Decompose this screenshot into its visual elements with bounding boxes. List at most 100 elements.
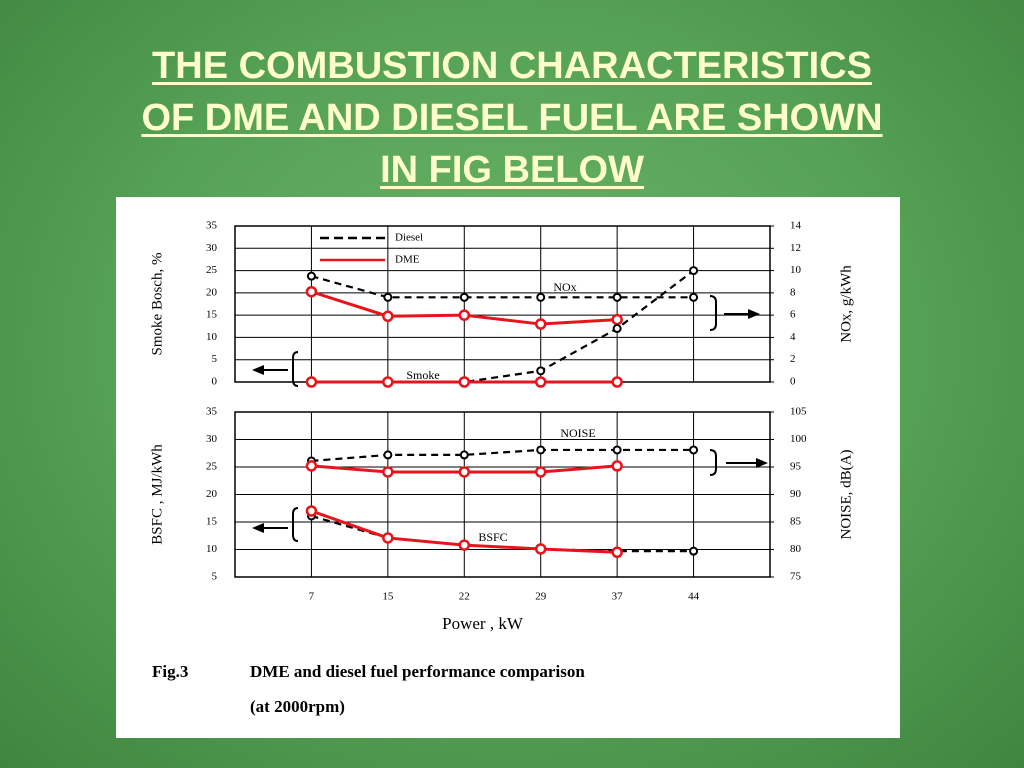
data-point xyxy=(459,292,469,302)
data-point xyxy=(458,376,471,388)
y2-tick-label: 2 xyxy=(790,353,796,365)
y2-tick-label: 10 xyxy=(790,264,802,276)
data-point xyxy=(536,366,546,376)
y2-tick-label: 6 xyxy=(790,309,796,321)
data-point xyxy=(458,466,471,478)
data-point xyxy=(305,376,318,388)
title-line: OF DME AND DIESEL FUEL ARE SHOWN xyxy=(141,97,883,139)
data-point xyxy=(305,285,318,298)
title-line: THE COMBUSTION CHARACTERISTICS xyxy=(152,45,872,87)
y2-tick-label: 90 xyxy=(790,488,802,500)
x-tick-label: 37 xyxy=(612,591,624,603)
arrowhead xyxy=(252,523,264,533)
data-point xyxy=(382,466,394,478)
data-point xyxy=(534,376,547,388)
y2-tick-label: 12 xyxy=(790,242,801,254)
data-point xyxy=(534,318,547,330)
bracket xyxy=(292,507,299,542)
title-line: IN FIG BELOW xyxy=(380,149,644,191)
data-point xyxy=(612,324,622,334)
y-tick-label: 35 xyxy=(206,406,218,418)
data-point xyxy=(382,310,394,323)
x-tick-label: 44 xyxy=(688,591,700,603)
arrowhead xyxy=(252,365,264,375)
y2-tick-label: 105 xyxy=(790,406,807,418)
caption-label: Fig.3 xyxy=(152,662,188,681)
slide-title: THE COMBUSTION CHARACTERISTICS OF DME AN… xyxy=(0,40,1024,196)
data-point xyxy=(612,445,622,455)
y-axis-label: Smoke Bosch, % xyxy=(149,253,165,356)
data-point xyxy=(382,376,394,388)
annotation: NOx xyxy=(553,280,576,294)
y2-tick-label: 95 xyxy=(790,461,802,473)
arrowhead xyxy=(756,458,768,468)
bracket xyxy=(709,449,717,476)
data-point xyxy=(306,271,316,281)
y-tick-label: 5 xyxy=(212,571,218,583)
y2-tick-label: 85 xyxy=(790,516,802,528)
y2-tick-label: 75 xyxy=(790,571,802,583)
annotation: BSFC xyxy=(478,530,507,544)
data-point xyxy=(611,313,623,326)
data-point xyxy=(611,376,623,388)
y-tick-label: 25 xyxy=(206,264,218,276)
data-point xyxy=(383,292,393,302)
y2-tick-label: 4 xyxy=(790,331,796,343)
annotation: Smoke xyxy=(406,368,439,382)
y2-axis-label: NOISE, dB(A) xyxy=(838,450,854,540)
y2-tick-label: 100 xyxy=(790,433,807,445)
y-axis-label: BSFC , MJ/kWh xyxy=(149,444,165,545)
legend-label: DME xyxy=(395,254,420,266)
data-point xyxy=(689,292,699,302)
y2-tick-label: 80 xyxy=(790,543,802,555)
x-tick-label: 7 xyxy=(309,591,315,603)
data-point xyxy=(459,450,469,460)
caption-note: (at 2000rpm) xyxy=(250,697,345,716)
y-tick-label: 5 xyxy=(212,353,218,365)
y-tick-label: 20 xyxy=(206,488,218,500)
data-point xyxy=(305,460,318,472)
y-tick-label: 20 xyxy=(206,286,218,298)
y-tick-label: 10 xyxy=(206,331,218,343)
y2-axis-label: NOx, g/kWh xyxy=(838,265,854,343)
y-tick-label: 30 xyxy=(206,433,218,445)
y-tick-label: 35 xyxy=(206,220,218,232)
y-tick-label: 25 xyxy=(206,461,218,473)
data-point xyxy=(689,445,699,455)
y2-tick-label: 14 xyxy=(790,220,802,232)
x-axis-label: Power , kW xyxy=(442,614,524,633)
data-point xyxy=(536,445,546,455)
data-point xyxy=(611,546,623,558)
data-point xyxy=(534,543,547,555)
bracket xyxy=(709,295,717,331)
y-tick-label: 30 xyxy=(206,242,218,254)
data-point xyxy=(458,309,471,321)
data-point xyxy=(458,539,471,551)
data-point xyxy=(534,466,547,478)
caption-text: DME and diesel fuel performance comparis… xyxy=(250,662,585,681)
x-tick-label: 22 xyxy=(459,591,470,603)
arrowhead xyxy=(748,309,760,319)
data-point xyxy=(382,532,394,544)
y2-tick-label: 0 xyxy=(790,376,796,388)
data-point xyxy=(612,292,622,302)
data-point xyxy=(305,505,318,517)
bracket xyxy=(292,351,299,387)
data-point xyxy=(536,292,546,302)
y2-tick-label: 8 xyxy=(790,286,796,298)
x-tick-label: 29 xyxy=(535,591,547,603)
x-tick-label: 15 xyxy=(382,591,394,603)
data-point xyxy=(689,266,699,276)
legend-label: Diesel xyxy=(395,232,423,244)
y-tick-label: 15 xyxy=(206,309,218,321)
data-point xyxy=(383,450,393,460)
annotation: NOISE xyxy=(560,426,595,440)
y-tick-label: 0 xyxy=(212,376,218,388)
data-point xyxy=(689,546,699,556)
series-line xyxy=(311,275,694,299)
y-tick-label: 10 xyxy=(206,543,218,555)
arrows xyxy=(262,295,758,542)
series-line xyxy=(311,448,694,463)
